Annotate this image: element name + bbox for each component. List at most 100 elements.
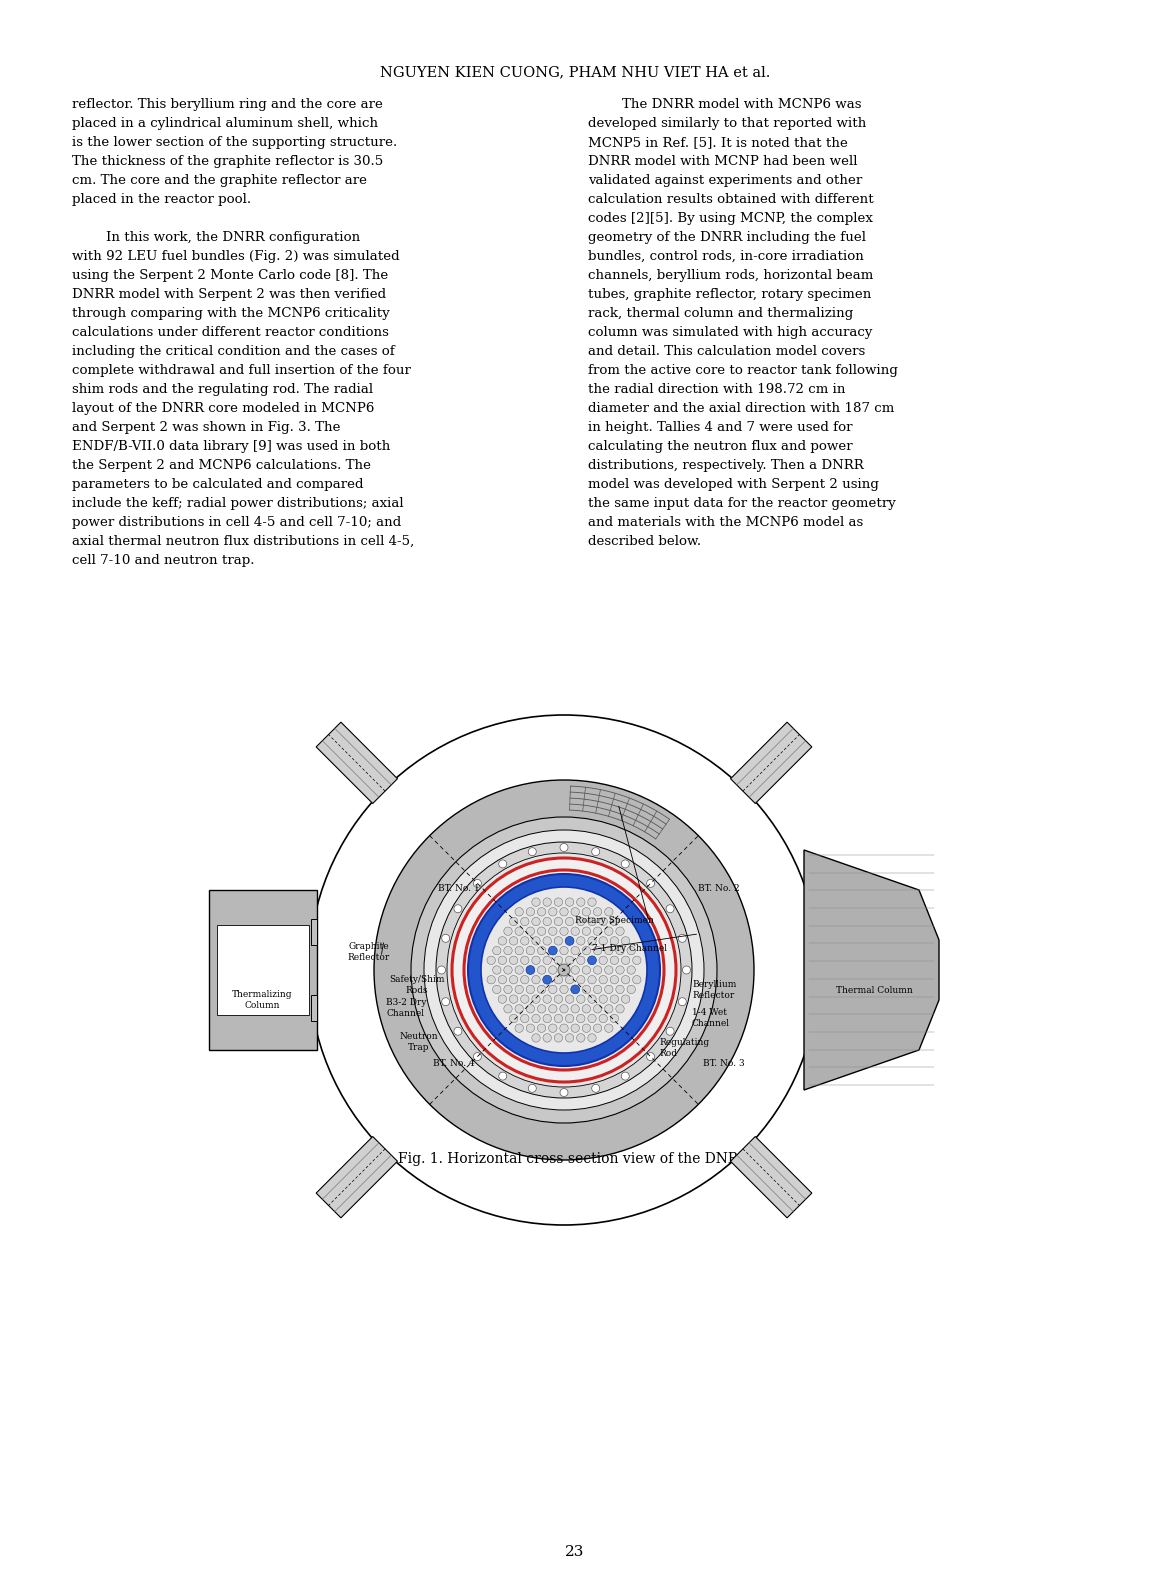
Circle shape: [559, 928, 569, 936]
Circle shape: [616, 947, 624, 955]
Circle shape: [452, 858, 676, 1082]
Circle shape: [504, 928, 512, 936]
Circle shape: [532, 976, 540, 983]
Circle shape: [622, 976, 630, 983]
Circle shape: [610, 1014, 618, 1023]
Circle shape: [549, 928, 557, 936]
Text: Rotary Specimen: Rotary Specimen: [574, 915, 654, 925]
Text: layout of the DNRR core modeled in MCNP6: layout of the DNRR core modeled in MCNP6: [73, 402, 374, 414]
Circle shape: [683, 966, 691, 974]
Circle shape: [514, 907, 524, 917]
Text: BT. No. 4: BT. No. 4: [433, 1058, 475, 1068]
Circle shape: [565, 937, 574, 945]
Circle shape: [526, 907, 534, 917]
Circle shape: [453, 905, 462, 913]
Circle shape: [504, 1004, 512, 1014]
Text: ENDF/B-VII.0 data library [9] was used in both: ENDF/B-VII.0 data library [9] was used i…: [73, 440, 390, 453]
Circle shape: [582, 947, 590, 955]
Circle shape: [565, 1014, 574, 1023]
Circle shape: [464, 870, 664, 1070]
Circle shape: [510, 1014, 518, 1023]
Circle shape: [622, 956, 630, 964]
Circle shape: [543, 995, 551, 1003]
Circle shape: [532, 1033, 540, 1042]
Text: parameters to be calculated and compared: parameters to be calculated and compared: [73, 478, 364, 491]
Circle shape: [571, 985, 579, 993]
Circle shape: [510, 956, 518, 964]
Circle shape: [571, 947, 579, 955]
Circle shape: [549, 966, 557, 974]
Circle shape: [520, 917, 529, 926]
Text: Thermalizing
Column: Thermalizing Column: [231, 990, 292, 1009]
Circle shape: [520, 937, 529, 945]
Text: calculating the neutron flux and power: calculating the neutron flux and power: [588, 440, 853, 453]
Circle shape: [520, 956, 529, 964]
Circle shape: [588, 897, 596, 907]
Circle shape: [588, 1033, 596, 1042]
Circle shape: [577, 917, 585, 926]
Circle shape: [442, 934, 450, 942]
Circle shape: [592, 848, 600, 856]
Polygon shape: [317, 722, 397, 803]
Circle shape: [610, 976, 618, 983]
Text: the radial direction with 198.72 cm in: the radial direction with 198.72 cm in: [588, 383, 846, 395]
Circle shape: [594, 985, 602, 993]
Text: 1-4 Wet
Channel: 1-4 Wet Channel: [692, 1009, 730, 1028]
Polygon shape: [805, 850, 939, 1090]
FancyBboxPatch shape: [209, 889, 317, 1050]
Circle shape: [622, 995, 630, 1003]
Text: 23: 23: [565, 1545, 585, 1559]
Circle shape: [604, 966, 613, 974]
Circle shape: [577, 1014, 585, 1023]
Circle shape: [666, 1027, 674, 1035]
Circle shape: [514, 985, 524, 993]
Circle shape: [622, 937, 630, 945]
FancyBboxPatch shape: [218, 925, 308, 1015]
Circle shape: [622, 1073, 630, 1081]
Circle shape: [532, 897, 540, 907]
Circle shape: [604, 985, 613, 993]
Circle shape: [577, 956, 585, 964]
Circle shape: [504, 947, 512, 955]
Circle shape: [647, 1052, 655, 1060]
Circle shape: [493, 985, 501, 993]
Circle shape: [599, 976, 608, 983]
Circle shape: [498, 937, 506, 945]
Circle shape: [520, 1014, 529, 1023]
Circle shape: [548, 947, 557, 955]
Text: and materials with the MCNP6 model as: and materials with the MCNP6 model as: [588, 516, 863, 529]
Circle shape: [633, 976, 641, 983]
Circle shape: [599, 956, 608, 964]
Circle shape: [599, 917, 608, 926]
Circle shape: [565, 1033, 574, 1042]
Circle shape: [538, 966, 546, 974]
Circle shape: [604, 1023, 613, 1033]
Circle shape: [549, 985, 557, 993]
Text: developed similarly to that reported with: developed similarly to that reported wit…: [588, 116, 867, 131]
Circle shape: [538, 1004, 546, 1014]
Circle shape: [616, 928, 624, 936]
Circle shape: [498, 995, 506, 1003]
Circle shape: [532, 1014, 540, 1023]
Circle shape: [627, 985, 635, 993]
Text: NGUYEN KIEN CUONG, PHAM NHU VIET HA et al.: NGUYEN KIEN CUONG, PHAM NHU VIET HA et a…: [380, 65, 770, 80]
Circle shape: [633, 956, 641, 964]
Circle shape: [473, 880, 481, 888]
Circle shape: [588, 976, 596, 983]
Circle shape: [599, 1014, 608, 1023]
Text: diameter and the axial direction with 187 cm: diameter and the axial direction with 18…: [588, 402, 894, 414]
Circle shape: [588, 1014, 596, 1023]
Text: validated against experiments and other: validated against experiments and other: [588, 174, 862, 186]
Circle shape: [453, 1027, 462, 1035]
Text: using the Serpent 2 Monte Carlo code [8]. The: using the Serpent 2 Monte Carlo code [8]…: [73, 269, 388, 282]
Circle shape: [514, 947, 524, 955]
Polygon shape: [311, 920, 317, 945]
Circle shape: [582, 928, 590, 936]
Circle shape: [594, 1023, 602, 1033]
Circle shape: [510, 995, 518, 1003]
Text: with 92 LEU fuel bundles (Fig. 2) was simulated: with 92 LEU fuel bundles (Fig. 2) was si…: [73, 250, 399, 263]
Circle shape: [528, 1084, 536, 1092]
Circle shape: [493, 947, 501, 955]
Text: distributions, respectively. Then a DNRR: distributions, respectively. Then a DNRR: [588, 459, 863, 472]
Circle shape: [588, 917, 596, 926]
